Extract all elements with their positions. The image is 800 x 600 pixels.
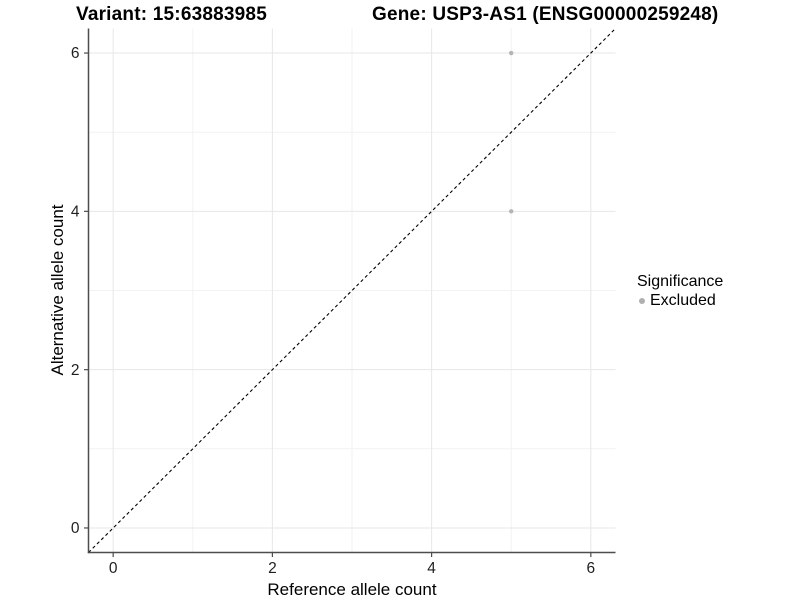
x-tick-label: 4 — [427, 560, 436, 577]
data-point — [509, 50, 514, 56]
legend-item-label: Excluded — [650, 292, 716, 309]
identity-line — [88, 28, 616, 553]
y-tick-label: 0 — [71, 520, 80, 537]
y-tick-label: 2 — [71, 362, 80, 379]
variant-title: Variant: 15:63883985 — [76, 4, 267, 25]
x-tick-label: 2 — [268, 560, 277, 577]
data-point — [509, 209, 514, 214]
x-axis-title: Reference allele count — [267, 580, 437, 599]
gene-title: Gene: USP3-AS1 (ENSG00000259248) — [372, 4, 719, 25]
legend: Significance Excluded — [637, 272, 723, 310]
y-tick-label: 6 — [71, 45, 80, 62]
legend-title: Significance — [637, 273, 724, 290]
x-tick-label: 0 — [109, 560, 118, 577]
legend-point-icon — [639, 297, 645, 304]
legend-item-excluded: Excluded — [637, 291, 723, 310]
y-axis-title: Alternative allele count — [48, 204, 67, 376]
x-tick-label: 6 — [587, 560, 596, 577]
y-tick-label: 4 — [71, 204, 80, 221]
